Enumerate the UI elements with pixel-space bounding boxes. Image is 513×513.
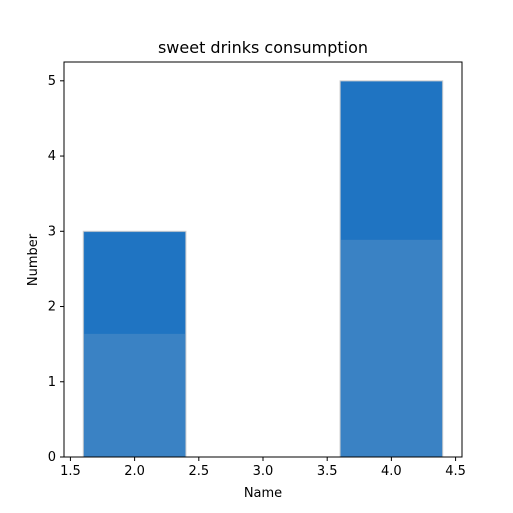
y-tick-label: 1 bbox=[48, 375, 56, 390]
x-axis-label: Name bbox=[244, 486, 282, 501]
x-axis: 1.5 2.0 2.5 3.0 3.5 4.0 4.5 bbox=[60, 457, 466, 479]
x-tick-label: 4.5 bbox=[445, 464, 466, 479]
y-tick-label: 2 bbox=[48, 300, 56, 315]
y-tick-label: 0 bbox=[48, 450, 56, 465]
y-axis-label: Number bbox=[26, 233, 41, 286]
bar-1-texture bbox=[84, 232, 185, 334]
y-tick-label: 4 bbox=[48, 149, 56, 164]
y-tick-label: 3 bbox=[48, 224, 56, 239]
y-tick-label: 5 bbox=[48, 74, 56, 89]
x-tick-label: 3.0 bbox=[253, 464, 274, 479]
bar-2-texture bbox=[341, 81, 442, 240]
x-tick-label: 2.0 bbox=[124, 464, 145, 479]
bars-group bbox=[82, 80, 444, 458]
y-axis: 0 1 2 3 4 5 bbox=[48, 74, 64, 465]
chart-title: sweet drinks consumption bbox=[158, 38, 368, 57]
x-tick-label: 3.5 bbox=[317, 464, 338, 479]
x-tick-label: 4.0 bbox=[381, 464, 402, 479]
x-tick-label: 1.5 bbox=[60, 464, 81, 479]
x-tick-label: 2.5 bbox=[188, 464, 209, 479]
